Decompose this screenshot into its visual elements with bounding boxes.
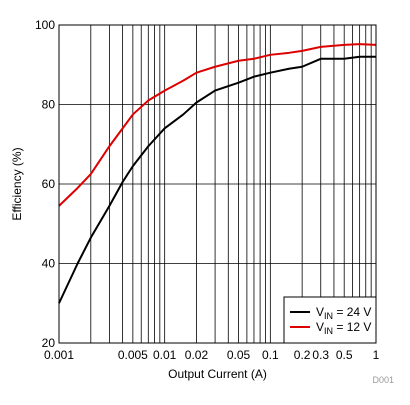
y-tick-label: 80 [42,98,56,112]
legend-label: VIN = 24 V [316,305,371,321]
x-axis-ticks: 0.001 0.005 0.01 0.02 0.05 0.1 0.2 0.3 0.5 1 [44,348,380,362]
x-axis-title: Output Current (A) [168,367,267,381]
x-tick-label: 0.3 [312,348,329,362]
x-tick-label: 0.5 [336,348,353,362]
y-axis-title: Efficiency (%) [10,147,24,220]
x-tick-label: 0.005 [118,348,148,362]
legend-label: VIN = 12 V [316,320,371,336]
x-tick-label: 1 [373,348,380,362]
x-tick-label: 0.01 [153,348,177,362]
plot-frame [58,24,377,344]
series-lines [58,43,377,304]
grid-lines [59,25,376,343]
y-tick-label: 100 [35,18,55,32]
figure-id-label: D001 [372,375,394,385]
series-line-vin-12v [58,43,377,207]
legend-box [283,296,377,344]
x-tick-label: 0.2 [294,348,311,362]
y-tick-label: 60 [42,177,56,191]
y-axis-ticks: 20 40 60 80 100 [35,18,55,350]
x-tick-label: 0.02 [185,348,209,362]
series-line-vin-24v [58,55,376,304]
y-tick-label: 20 [42,336,56,350]
x-tick-label: 0.05 [227,348,251,362]
x-tick-label: 0.001 [44,348,74,362]
y-tick-label: 40 [42,257,56,271]
x-tick-label: 0.1 [262,348,279,362]
